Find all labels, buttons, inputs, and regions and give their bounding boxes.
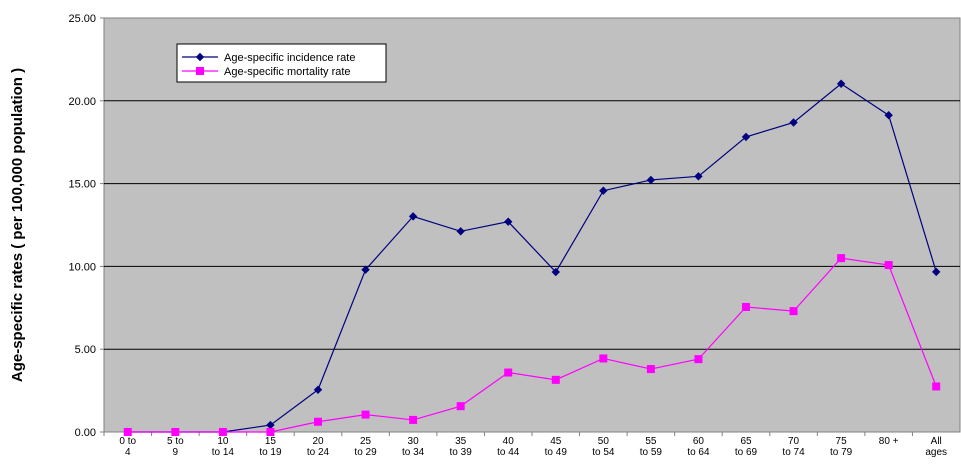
y-tick-label: 15.00 [68, 179, 96, 191]
data-point [313, 385, 323, 394]
data-point [504, 217, 513, 226]
data-point [836, 79, 846, 88]
x-tick-label: 40 to 44 [497, 436, 520, 458]
data-point [646, 175, 656, 185]
x-tick-label: 70 to 74 [782, 436, 805, 458]
data-point [266, 428, 275, 436]
x-axis-ticks: 0 to 4 5 to 9 10 to 14 15 to 19 20 to 24 25 to 29 30… [103, 432, 947, 458]
x-tick-label: 15 to 19 [259, 436, 282, 458]
x-tick-label: 30 to 34 [402, 436, 425, 458]
data-point [409, 415, 418, 424]
data-point [361, 410, 370, 419]
y-tick-label: 10.00 [68, 261, 96, 273]
x-tick-label: All ages [925, 436, 947, 458]
legend: Age-specific incidence rate Age-specific … [176, 43, 387, 83]
x-tick-label: 35 to 39 [450, 436, 473, 458]
data-point [599, 186, 608, 195]
data-point [694, 355, 703, 364]
y-axis-ticks: 0.00 5.00 10.00 15.00 20.00 25.00 [68, 13, 104, 439]
data-point [123, 428, 132, 436]
legend-marker [196, 67, 204, 75]
data-point [789, 118, 798, 127]
data-point [551, 375, 560, 384]
y-tick-label: 25.00 [68, 13, 96, 25]
data-point [837, 254, 846, 263]
data-point [646, 365, 655, 374]
data-point [742, 302, 750, 311]
x-tick-label: 50 to 54 [592, 436, 615, 458]
data-point [884, 261, 893, 270]
series-mortality [123, 254, 941, 436]
y-axis-label: Age-specific rates ( per 100,000 populat… [9, 68, 26, 382]
legend-item: Age-specific mortality rate [182, 66, 351, 78]
plot-area [103, 17, 961, 433]
x-tick-label: 25 to 29 [354, 436, 377, 458]
data-point [741, 132, 751, 142]
x-tick-label: 20 to 24 [307, 436, 330, 458]
data-point [504, 368, 513, 377]
data-point [456, 402, 465, 411]
data-point [932, 267, 941, 277]
data-point [884, 111, 893, 120]
y-tick-label: 5.00 [75, 344, 96, 356]
x-tick-label: 0 to 4 [119, 436, 136, 458]
y-tick-label: 0.00 [75, 427, 96, 439]
data-point [694, 172, 703, 181]
data-point [599, 354, 608, 363]
y-tick-label: 20.00 [68, 96, 96, 108]
data-point [218, 428, 227, 436]
x-tick-label: 55 to 59 [640, 436, 663, 458]
data-point [314, 417, 322, 426]
series-line [127, 257, 937, 433]
x-tick-label: 45 to 49 [545, 436, 568, 458]
legend-box [176, 43, 387, 83]
x-tick-label: 10 to 14 [212, 436, 235, 458]
data-point [551, 267, 560, 277]
data-point [789, 307, 798, 316]
gridlines [104, 100, 960, 350]
series-line [127, 82, 937, 433]
data-point [171, 428, 180, 436]
x-tick-label: 80 + [879, 436, 899, 447]
data-point [456, 227, 465, 236]
legend-label: Age-specific mortality rate [224, 66, 351, 78]
legend-item: Age-specific incidence rate [182, 52, 355, 64]
legend-label: Age-specific incidence rate [224, 52, 355, 64]
x-tick-label: 75 to 79 [830, 436, 853, 458]
data-point [408, 212, 418, 221]
x-tick-label: 60 to 64 [687, 436, 710, 458]
data-point [361, 265, 370, 274]
data-point [932, 382, 941, 391]
x-tick-label: 5 to 9 [167, 436, 184, 458]
legend-marker [195, 52, 205, 62]
series-layer [123, 79, 941, 437]
x-tick-label: 65 to 69 [735, 436, 758, 458]
